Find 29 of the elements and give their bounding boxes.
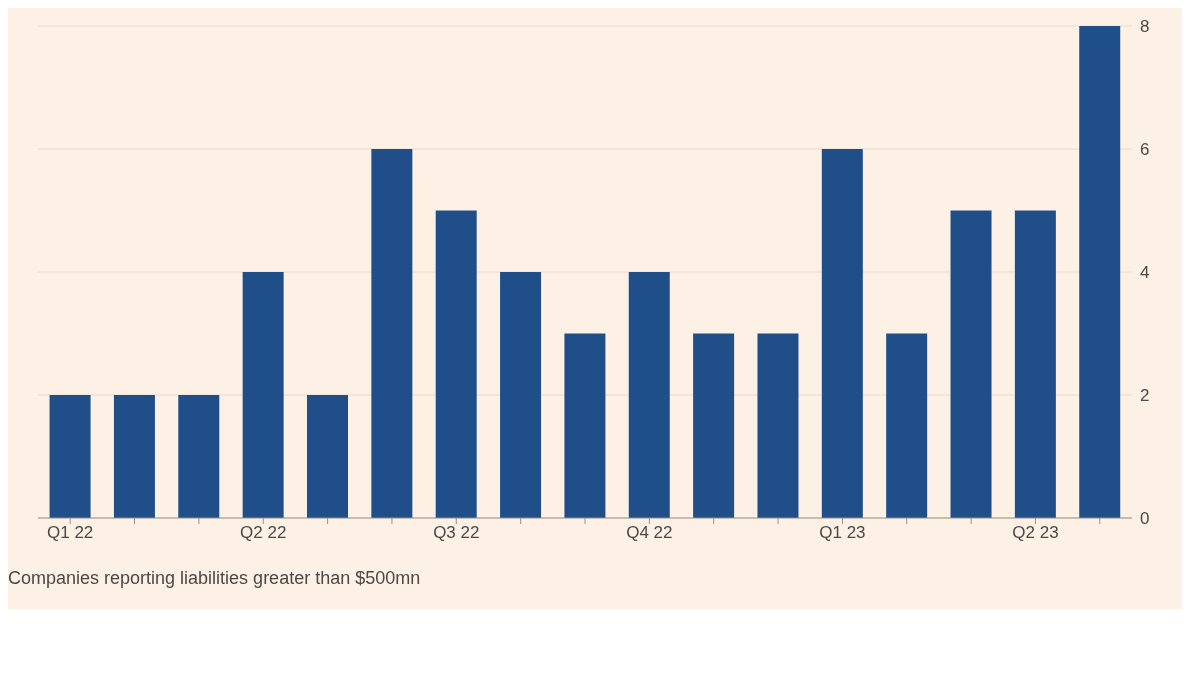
bar (242, 272, 284, 518)
y-tick-label: 0 (1140, 509, 1150, 529)
bar (435, 210, 477, 518)
x-tick-label: Q1 22 (47, 523, 94, 543)
x-tick-label: Q1 23 (819, 523, 866, 543)
bar (49, 395, 91, 518)
bar (500, 272, 542, 518)
bar (1079, 26, 1121, 518)
bar (371, 149, 413, 518)
bar (821, 149, 863, 518)
y-tick-label: 6 (1140, 140, 1150, 160)
bar (564, 333, 606, 518)
bar (178, 395, 220, 518)
x-tick-label: Q2 22 (240, 523, 287, 543)
y-tick-label: 8 (1140, 17, 1150, 37)
bar (950, 210, 992, 518)
x-tick-label: Q3 22 (433, 523, 480, 543)
bar (886, 333, 928, 518)
bar (307, 395, 348, 518)
bar (113, 395, 155, 518)
y-tick-label: 2 (1140, 386, 1150, 406)
y-tick-label: 4 (1140, 263, 1150, 283)
bar (693, 333, 735, 518)
bar (1014, 210, 1056, 518)
x-tick-label: Q4 22 (626, 523, 673, 543)
bar (757, 333, 799, 518)
bar (628, 272, 670, 518)
text: Companies reporting liabilities greater than $500mn (8, 568, 422, 589)
x-tick-label: Q2 23 (1012, 523, 1059, 543)
